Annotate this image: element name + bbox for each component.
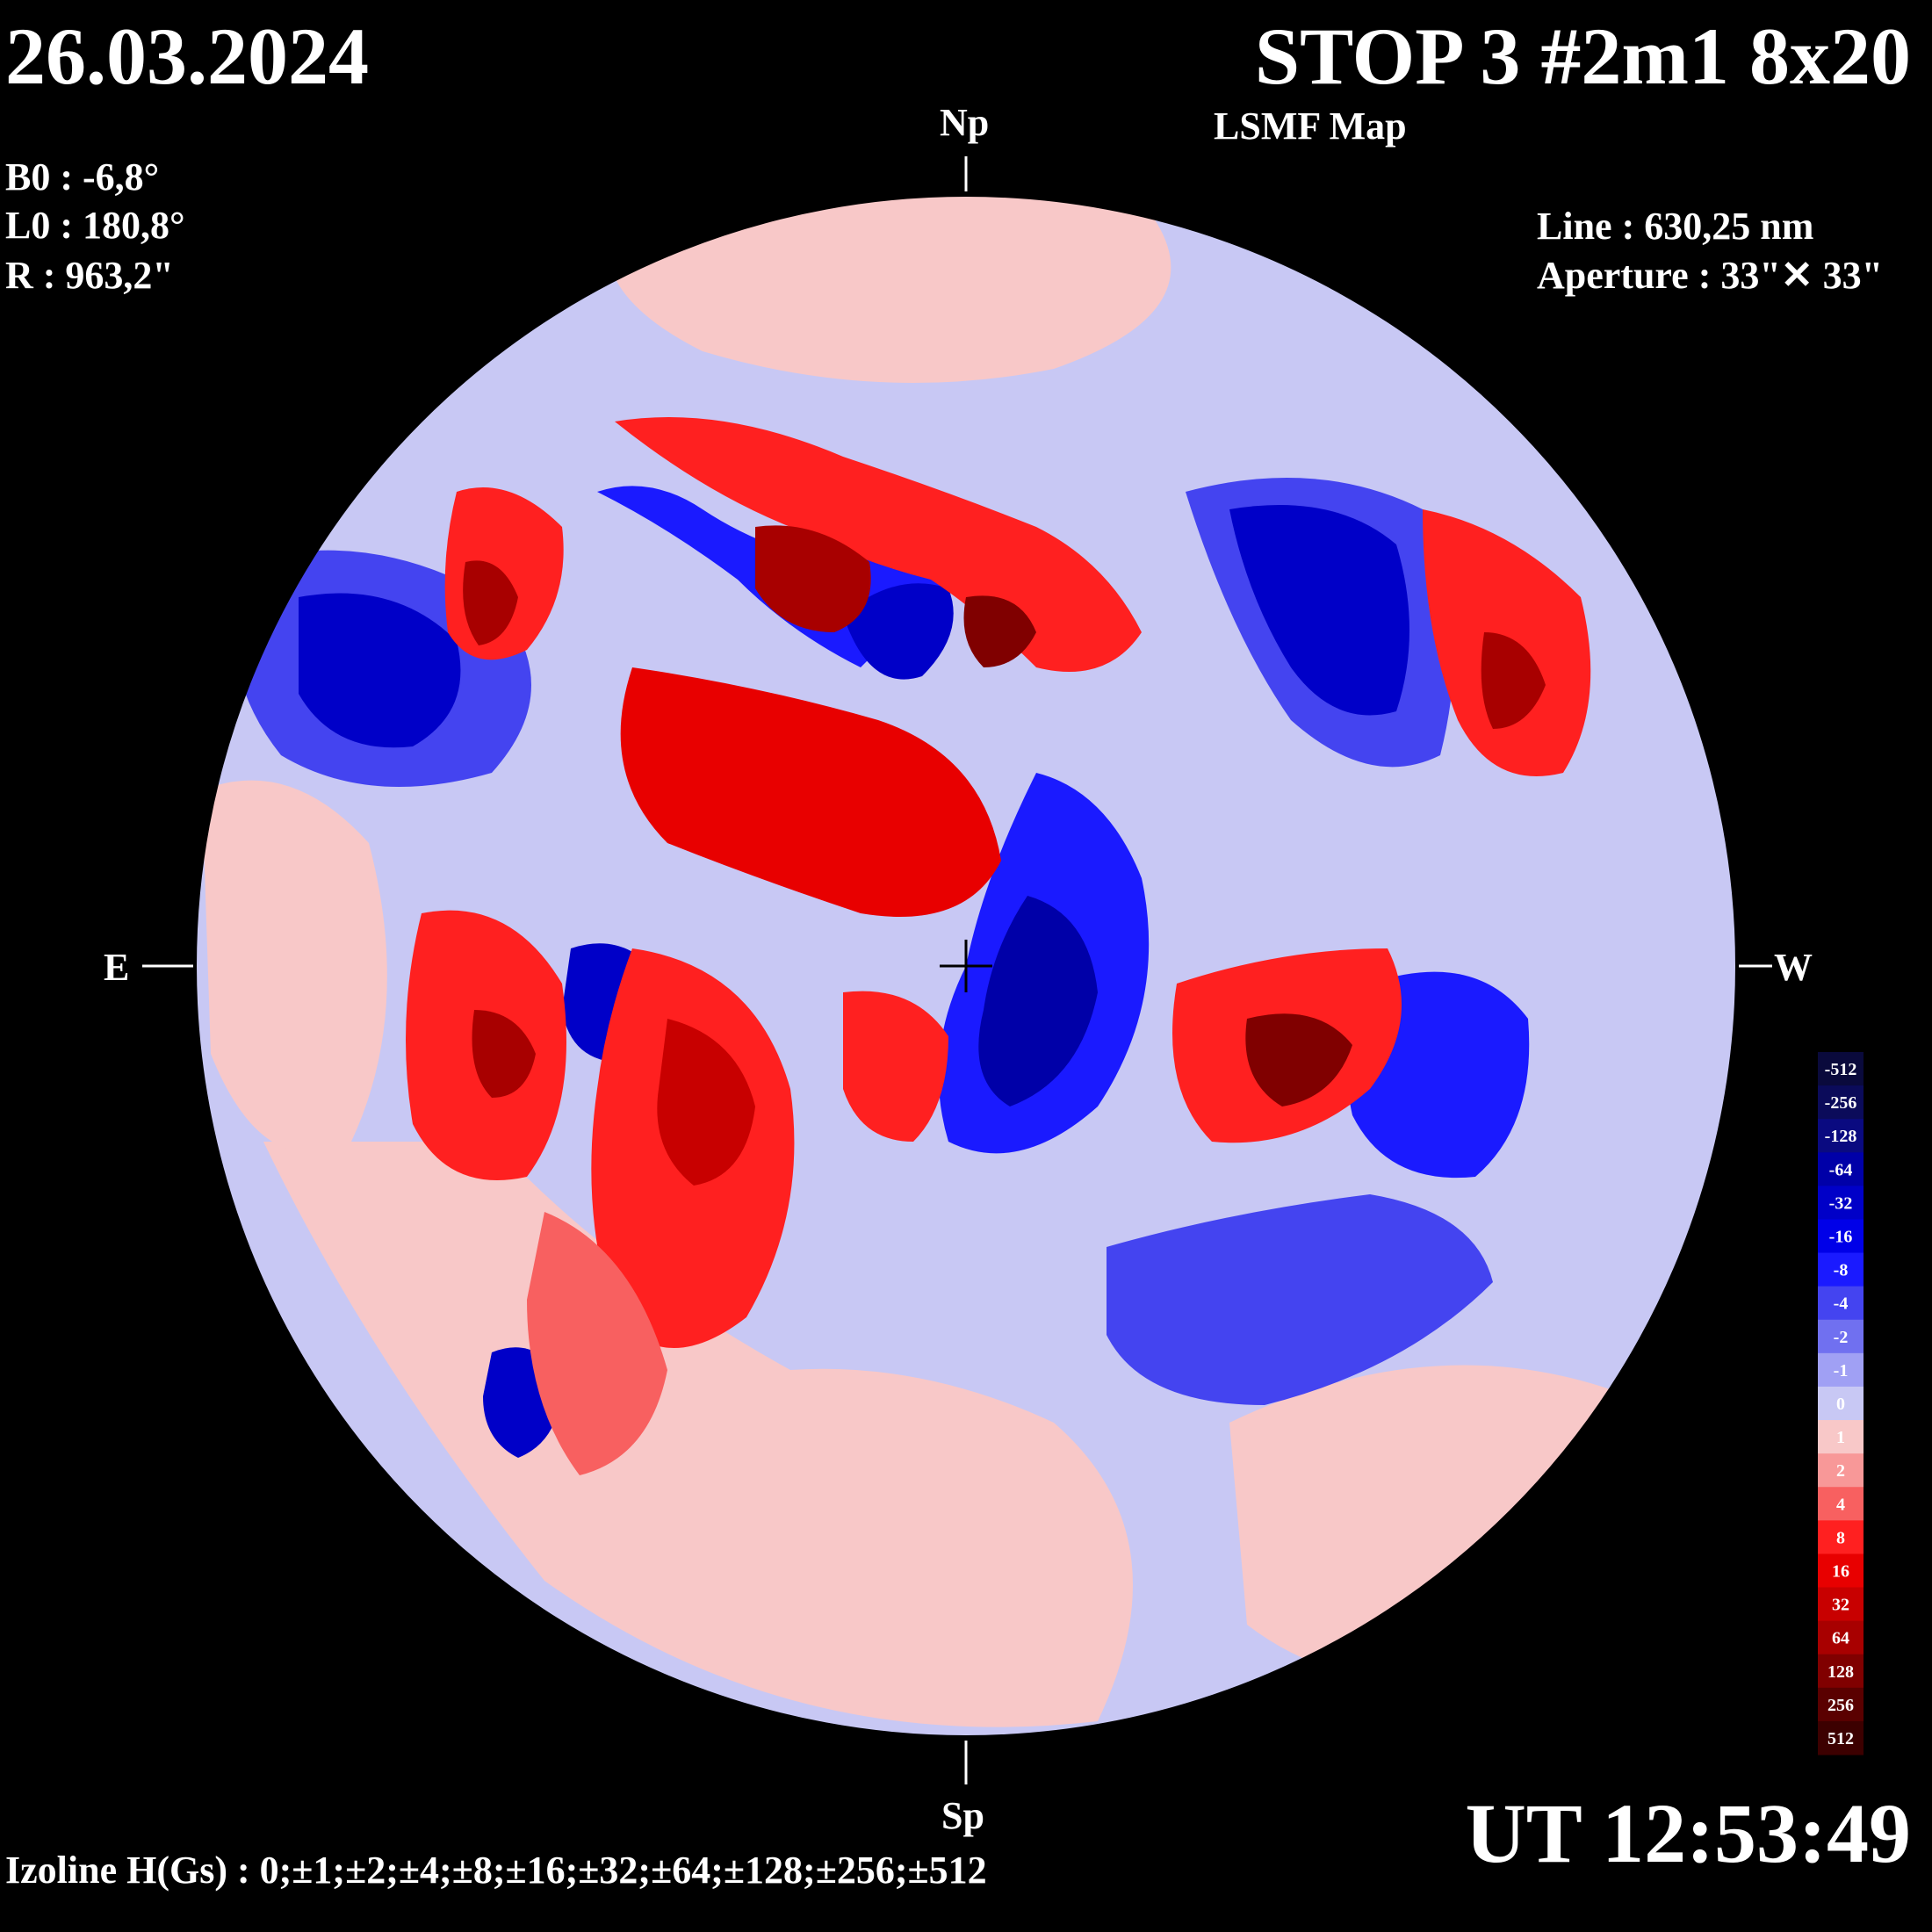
pink-zone-east (202, 780, 387, 1153)
colorbar-label: -512 (1825, 1060, 1857, 1079)
colorbar-swatch (1818, 1219, 1864, 1254)
colorbar-swatch (1818, 1554, 1864, 1589)
colorbar-swatch (1818, 1687, 1864, 1722)
colorbar-swatch (1818, 1520, 1864, 1554)
direction-west: W (1774, 946, 1813, 989)
red-region-north-core-2 (963, 595, 1036, 667)
colorbar-swatch (1818, 1654, 1864, 1689)
colorbar: -512 -256 -128 -64 -32 -16 -8 -4 -2 -1 0 1 2 4 8 16 32 64… (1818, 1052, 1864, 1755)
colorbar-label: -8 (1834, 1261, 1849, 1280)
colorbar-label: -64 (1829, 1160, 1853, 1179)
observation-time: UT 12:53:49 (1465, 1786, 1911, 1880)
direction-east: E (104, 946, 130, 989)
colorbar-label: -2 (1834, 1328, 1849, 1347)
colorbar-swatch (1818, 1352, 1864, 1388)
colorbar-label: 1 (1836, 1428, 1845, 1447)
colorbar-swatch (1818, 1720, 1864, 1755)
red-region-east-core (472, 1010, 536, 1098)
colorbar-swatch (1818, 1319, 1864, 1354)
colorbar-swatch (1818, 1252, 1864, 1287)
izoline-legend: Izoline H(Gs) : 0;±1;±2;±4;±8;±16;±32;±6… (5, 1849, 987, 1892)
solar-disk (196, 196, 1736, 1736)
colorbar-label: -256 (1825, 1093, 1857, 1113)
colorbar-label: -16 (1829, 1228, 1853, 1247)
map-subtitle: LSMF Map (1214, 105, 1407, 148)
direction-south: Sp (941, 1794, 984, 1837)
colorbar-label: 2 (1836, 1461, 1845, 1481)
colorbar-swatch (1818, 1186, 1864, 1220)
colorbar-label: -4 (1834, 1294, 1849, 1314)
param-l0: L0 : 180,8° (5, 204, 185, 247)
colorbar-label: 64 (1832, 1629, 1849, 1648)
colorbar-swatch (1818, 1386, 1864, 1421)
colorbar-swatch (1818, 1587, 1864, 1622)
red-region-south-core (657, 1019, 755, 1186)
blue-region-sw (1107, 1194, 1493, 1405)
pink-zone-sw (1229, 1365, 1654, 1683)
colorbar-swatch (1818, 1119, 1864, 1153)
colorbar-label: -128 (1825, 1127, 1857, 1146)
param-radius: R : 963,2" (5, 254, 174, 297)
red-region-north-core (755, 525, 871, 632)
colorbar-label: 128 (1827, 1662, 1854, 1682)
colorbar-swatch (1818, 1487, 1864, 1521)
colorbar-label: 512 (1827, 1729, 1854, 1748)
colorbar-swatch (1818, 1085, 1864, 1120)
colorbar-label: 4 (1836, 1495, 1845, 1514)
colorbar-label: -1 (1834, 1361, 1849, 1381)
colorbar-swatch (1818, 1453, 1864, 1488)
colorbar-label: 16 (1832, 1561, 1849, 1581)
direction-north: Np (940, 101, 990, 144)
spectral-line: Line : 630,25 nm (1537, 205, 1814, 248)
colorbar-label: 0 (1836, 1395, 1845, 1414)
disk-limb (195, 195, 1737, 1737)
blue-region-north-2 (843, 583, 954, 680)
colorbar-swatch (1818, 1286, 1864, 1321)
colorbar-label: 32 (1832, 1596, 1849, 1615)
red-region-far-west-core (1481, 632, 1546, 729)
colorbar-swatch (1818, 1052, 1864, 1086)
colorbar-label: 256 (1827, 1696, 1854, 1715)
aperture: Aperture : 33"✕ 33" (1537, 254, 1884, 297)
colorbar-label: -32 (1829, 1193, 1853, 1213)
colorbar-swatch (1818, 1420, 1864, 1454)
blue-region-center-core (978, 896, 1098, 1107)
param-b0: B0 : -6,8° (5, 155, 160, 198)
pink-zone-south (263, 1142, 1133, 1727)
blue-region-ne-core (299, 593, 461, 748)
map-title: STOP 3 #2m1 8x20 (1254, 11, 1911, 101)
red-region-center-west (843, 991, 948, 1142)
colorbar-swatch (1818, 1152, 1864, 1186)
observation-date: 26.03.2024 (5, 11, 369, 101)
red-region-west-core (1245, 1013, 1352, 1107)
red-region-ne-core (463, 560, 518, 645)
blue-region-nw-core (1229, 505, 1409, 716)
pink-zone-north (607, 196, 1171, 383)
colorbar-label: 8 (1836, 1528, 1845, 1547)
red-region-se (527, 1212, 667, 1475)
colorbar-swatch (1818, 1620, 1864, 1655)
red-region-central-band (620, 667, 1001, 917)
